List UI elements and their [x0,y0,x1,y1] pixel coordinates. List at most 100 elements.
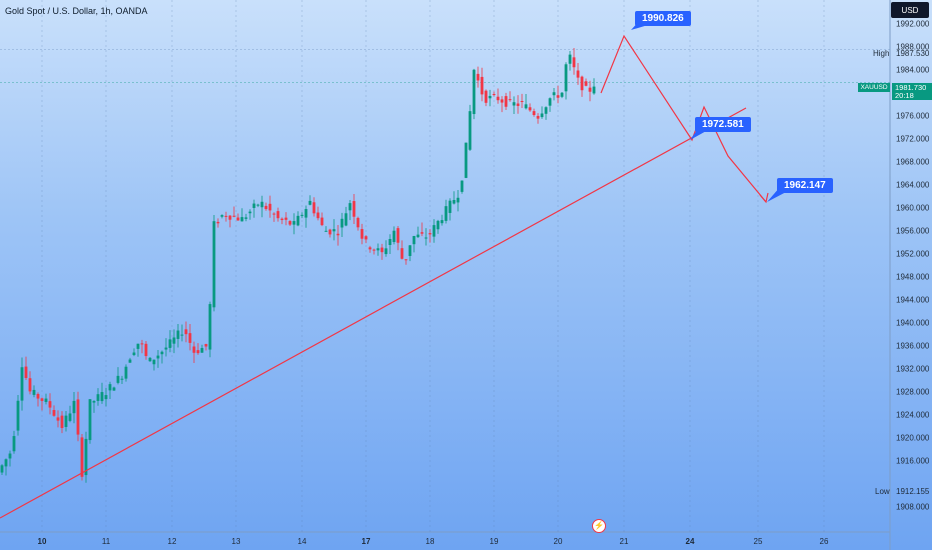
candle-body [240,217,244,222]
candle-body [152,359,156,365]
price-tick-label: 1916.000 [896,456,930,466]
candle-body [532,111,536,116]
price-tick-label: 1920.000 [896,433,930,443]
price-tick-label: 1976.000 [896,111,930,121]
current-symbol-badge: XAUUSD [858,83,890,92]
candle-body [360,229,364,239]
low-label: Low [875,487,890,496]
high-label: High [873,49,890,58]
candle-body [64,415,68,427]
candle-body [28,378,32,392]
price-tick-label: 1936.000 [896,341,930,351]
candle-body [268,203,272,211]
candle-body [400,248,404,259]
candle-body [504,96,508,107]
candle-body [80,437,84,477]
candle-body [20,367,24,401]
time-tick-label: 20 [553,537,563,546]
candle-body [552,92,556,96]
candle-body [516,103,520,106]
candle-body [536,115,540,119]
candle-body [440,220,444,224]
candle-body [172,337,176,344]
candle-body [332,229,336,232]
flash-icon[interactable]: ⚡ [592,519,606,533]
candle-body [496,96,500,101]
time-tick-label: 12 [167,537,177,546]
candle-body [76,399,80,435]
price-tick-label: 1940.000 [896,318,930,328]
candle-body [580,76,584,91]
candle-body [104,395,108,400]
candle-body [128,359,132,363]
candle-body [280,218,284,221]
candle-body [248,211,252,214]
candle-body [476,73,480,81]
candle-body [164,347,168,350]
time-tick-label: 24 [685,537,695,546]
candle-body [144,343,148,357]
candle-body [508,99,512,101]
price-tick-label: 1948.000 [896,272,930,282]
candle-body [284,217,288,220]
candle-body [56,417,60,421]
candle-body [208,304,212,350]
candle-body [356,217,360,228]
candle-body [452,200,456,204]
price-tick-label: 1960.000 [896,203,930,213]
candle-body [176,330,180,339]
candle-body [44,398,48,402]
candle-body [72,400,76,414]
price-tick-label: 1932.000 [896,364,930,374]
candle-body [540,113,544,118]
candle-body [100,392,104,402]
candle-body [404,259,408,261]
candle-body [568,54,572,64]
candle-body [92,401,96,403]
candle-body [464,142,468,178]
time-tick-label: 10 [37,537,47,546]
candle-body [324,230,328,232]
price-tick-label: 1956.000 [896,226,930,236]
candle-body [184,329,188,335]
candle-body [380,247,384,253]
candle-body [244,217,248,219]
candle-body [576,70,580,78]
candle-body [388,239,392,245]
candle-body [456,197,460,203]
candle-body [4,459,8,467]
price-tick-label: 1972.000 [896,134,930,144]
candle-body [512,102,516,106]
candle-body [340,218,344,228]
candle-body [300,214,304,216]
candle-body [344,213,348,226]
candle-body [0,465,4,473]
candle-body [168,339,172,348]
candle-body [544,107,548,114]
candle-body [352,201,356,217]
price-tick-label: 1908.000 [896,502,930,512]
candle-body [36,393,40,399]
candle-body [500,99,504,103]
candle-body [48,401,52,408]
candle-body [392,230,396,243]
candle-body [68,413,72,421]
candle-body [116,375,120,383]
callout-trendline-touch: 1972.581 [695,117,751,132]
candle-body [212,221,216,308]
candle-body [444,206,448,221]
candle-body [272,213,276,215]
candle-body [156,355,160,359]
candle-body [372,249,376,251]
candle-body [524,104,528,109]
time-tick-label: 21 [619,537,629,546]
currency-button[interactable]: USD [891,2,929,18]
candle-body [136,343,140,349]
candle-body [424,237,428,239]
candle-body [492,94,496,96]
candle-body [348,203,352,211]
candle-body [124,366,128,379]
candle-body [556,95,560,98]
